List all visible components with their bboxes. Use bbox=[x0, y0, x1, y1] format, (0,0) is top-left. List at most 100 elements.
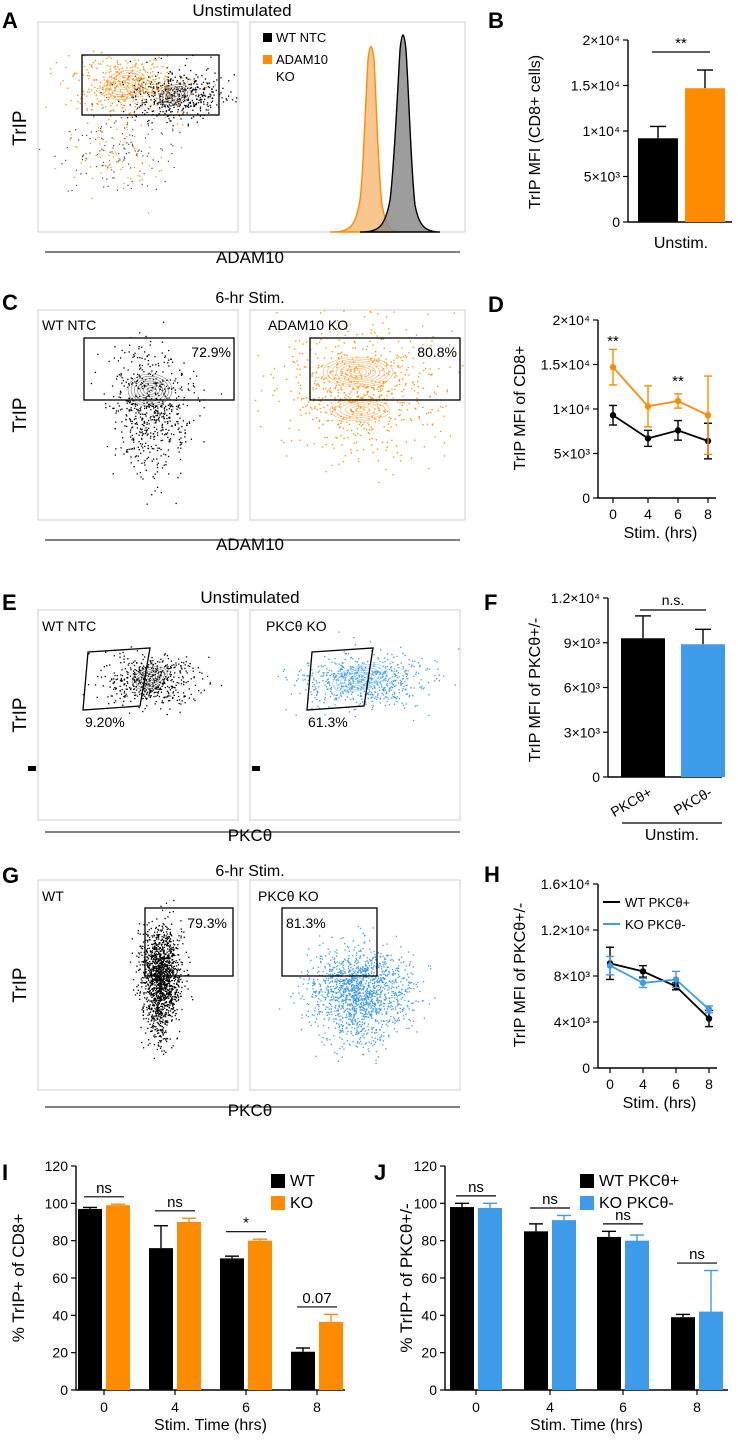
event-dot bbox=[107, 80, 109, 82]
event-dot bbox=[192, 93, 194, 96]
event-dot bbox=[358, 385, 360, 388]
event-dot bbox=[150, 409, 152, 411]
event-dot bbox=[168, 85, 170, 87]
event-dot bbox=[173, 972, 175, 974]
event-dot bbox=[335, 663, 337, 665]
event-dot bbox=[139, 693, 141, 695]
event-dot bbox=[148, 939, 150, 941]
event-dot bbox=[345, 652, 347, 655]
event-dot bbox=[134, 403, 136, 405]
event-dot bbox=[162, 111, 164, 113]
event-dot bbox=[188, 83, 190, 86]
event-dot bbox=[170, 974, 172, 976]
event-dot bbox=[162, 1027, 165, 1029]
event-dot bbox=[174, 389, 176, 391]
event-dot bbox=[145, 415, 147, 417]
event-dot bbox=[169, 671, 172, 673]
event-dot bbox=[449, 435, 452, 437]
event-dot bbox=[149, 146, 151, 148]
event-dot bbox=[160, 132, 162, 134]
contour-line bbox=[344, 669, 376, 687]
event-dot bbox=[158, 1013, 160, 1015]
event-dot bbox=[173, 983, 175, 985]
event-dot bbox=[329, 688, 331, 690]
event-dot bbox=[135, 385, 137, 387]
event-dot bbox=[166, 957, 168, 960]
event-dot bbox=[150, 389, 152, 391]
event-dot bbox=[207, 86, 209, 88]
event-dot bbox=[150, 971, 152, 974]
event-dot bbox=[166, 938, 168, 941]
event-dot bbox=[398, 689, 400, 691]
event-dot bbox=[144, 429, 146, 431]
panel-e: E Unstimulated WT NTC PKCθ KO 9.20% 61.3… bbox=[2, 588, 461, 845]
event-dot bbox=[173, 987, 175, 989]
event-dot bbox=[160, 930, 162, 932]
event-dot bbox=[166, 968, 168, 970]
event-dot bbox=[215, 89, 217, 92]
event-dot bbox=[154, 998, 156, 1000]
event-dot bbox=[359, 423, 361, 426]
event-dot bbox=[97, 63, 100, 65]
event-dot bbox=[148, 86, 150, 88]
event-dot bbox=[394, 676, 396, 678]
event-dot bbox=[400, 662, 402, 664]
event-dot bbox=[436, 661, 438, 663]
event-dot bbox=[180, 703, 182, 705]
event-dot bbox=[161, 957, 163, 959]
event-dot bbox=[168, 971, 171, 973]
event-dot bbox=[142, 961, 145, 963]
event-dot bbox=[170, 425, 173, 427]
event-dot bbox=[360, 414, 362, 416]
event-dot bbox=[353, 637, 355, 639]
event-dot bbox=[152, 415, 154, 417]
event-dot bbox=[402, 704, 405, 706]
event-dot bbox=[134, 676, 136, 678]
event-dot bbox=[167, 695, 169, 697]
event-dot bbox=[169, 961, 171, 964]
event-dot bbox=[106, 85, 108, 87]
axis-marker-e1 bbox=[28, 766, 36, 771]
event-dot bbox=[101, 52, 103, 54]
event-dot bbox=[171, 967, 173, 969]
event-dot bbox=[150, 691, 152, 693]
event-dot bbox=[376, 335, 378, 337]
event-dot bbox=[173, 104, 176, 106]
contour-line bbox=[353, 369, 363, 375]
event-dot bbox=[119, 656, 121, 658]
event-dot bbox=[184, 104, 186, 107]
event-dot bbox=[143, 678, 145, 681]
event-dot bbox=[376, 672, 378, 674]
event-dot bbox=[117, 402, 119, 404]
event-dot bbox=[165, 385, 168, 387]
event-dot bbox=[131, 434, 133, 437]
event-dot bbox=[302, 406, 304, 408]
event-dot bbox=[111, 137, 113, 139]
event-dot bbox=[356, 377, 358, 379]
event-dot bbox=[132, 437, 134, 439]
event-dot bbox=[171, 953, 173, 955]
event-dot bbox=[314, 697, 316, 699]
event-dot bbox=[396, 354, 398, 356]
event-dot bbox=[154, 93, 156, 95]
event-dot bbox=[166, 978, 168, 981]
event-dot bbox=[162, 927, 164, 929]
event-dot bbox=[422, 387, 424, 389]
event-dot bbox=[113, 77, 116, 80]
event-dot bbox=[175, 684, 177, 686]
event-dot bbox=[389, 371, 391, 373]
event-dot bbox=[166, 121, 168, 124]
event-dot bbox=[130, 403, 133, 406]
event-dot bbox=[220, 92, 222, 94]
panel-letter-a: A bbox=[2, 8, 18, 33]
event-dot bbox=[123, 76, 125, 78]
event-dot bbox=[118, 72, 120, 74]
event-dot bbox=[306, 675, 308, 677]
event-dot bbox=[157, 161, 159, 163]
event-dot bbox=[159, 984, 162, 986]
event-dot bbox=[119, 95, 121, 98]
event-dot bbox=[372, 397, 374, 400]
event-dot bbox=[173, 664, 175, 666]
event-dot bbox=[209, 104, 211, 106]
event-dot bbox=[179, 83, 181, 85]
